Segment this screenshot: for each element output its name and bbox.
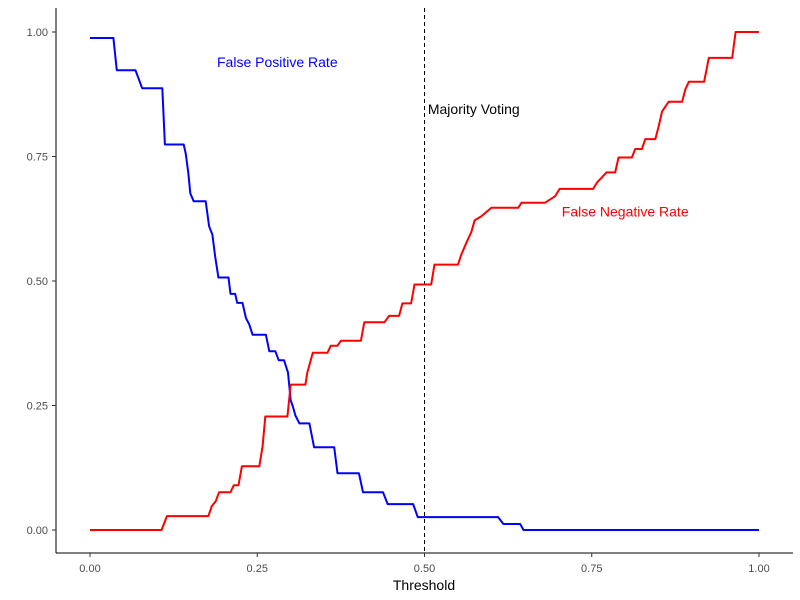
false-positive-rate-label: False Positive Rate bbox=[217, 54, 338, 70]
y-tick-label: 0.00 bbox=[27, 525, 48, 537]
x-tick-label: 0.00 bbox=[79, 563, 100, 575]
majority-voting-label: Majority Voting bbox=[428, 101, 520, 117]
annotation-layer: False Positive Rate Majority Voting False … bbox=[217, 54, 689, 219]
x-tick-label: 0.25 bbox=[247, 563, 268, 575]
y-tick-label: 0.75 bbox=[27, 152, 48, 164]
series-layer bbox=[90, 31, 759, 531]
x-tick-label: 0.50 bbox=[414, 563, 435, 575]
x-ticks: 0.00 0.25 0.50 0.75 1.00 bbox=[79, 553, 770, 575]
x-tick-label: 1.00 bbox=[748, 563, 769, 575]
false-negative-rate-label: False Negative Rate bbox=[562, 203, 689, 219]
x-axis-title: Threshold bbox=[393, 577, 455, 593]
y-tick-label: 0.50 bbox=[27, 276, 48, 288]
false-negative-rate-line bbox=[90, 31, 759, 531]
y-tick-label: 1.00 bbox=[27, 27, 48, 39]
y-tick-label: 0.25 bbox=[27, 401, 48, 413]
false-positive-rate-line bbox=[90, 37, 759, 531]
y-ticks: 0.00 0.25 0.50 0.75 1.00 bbox=[27, 27, 56, 537]
x-tick-label: 0.75 bbox=[581, 563, 602, 575]
